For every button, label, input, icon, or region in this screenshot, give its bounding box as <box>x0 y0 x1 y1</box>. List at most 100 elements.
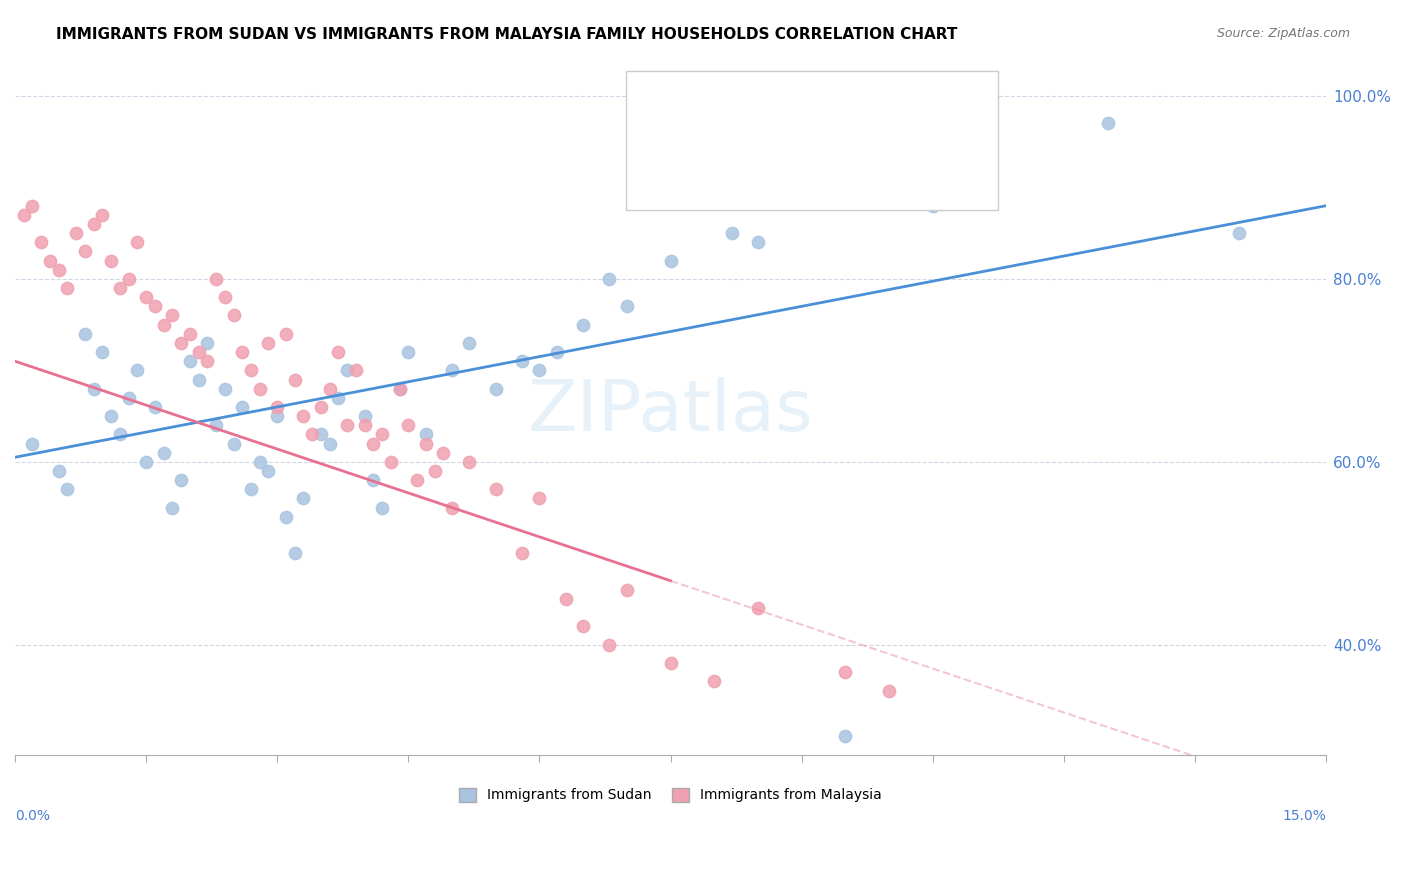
Point <box>572 318 595 332</box>
Point <box>257 335 280 350</box>
Point <box>659 253 682 268</box>
Point <box>195 335 218 350</box>
Point <box>143 299 166 313</box>
Point <box>108 427 131 442</box>
Point <box>13 208 35 222</box>
Point <box>205 418 228 433</box>
Point <box>485 483 508 497</box>
Point <box>240 483 263 497</box>
Point <box>152 445 174 459</box>
Point <box>554 592 576 607</box>
Point <box>179 326 201 341</box>
Point <box>458 455 481 469</box>
Point <box>152 318 174 332</box>
Point <box>231 345 253 359</box>
Text: 15.0%: 15.0% <box>1282 809 1326 823</box>
Point <box>117 272 139 286</box>
Point <box>284 372 307 386</box>
Point <box>415 436 437 450</box>
Point <box>353 418 375 433</box>
Point <box>170 473 193 487</box>
Point <box>423 464 446 478</box>
Point <box>363 473 385 487</box>
Point <box>135 290 157 304</box>
Point <box>284 546 307 560</box>
Point <box>388 382 411 396</box>
Point <box>598 638 620 652</box>
Point <box>363 436 385 450</box>
Point <box>747 235 769 250</box>
Text: R =  0.286: R = 0.286 <box>706 94 794 112</box>
Point <box>21 199 44 213</box>
Point <box>309 400 332 414</box>
Point <box>510 354 533 368</box>
Point <box>371 427 394 442</box>
Point <box>318 436 340 450</box>
Point <box>187 345 209 359</box>
Point <box>249 382 271 396</box>
Point <box>458 335 481 350</box>
Point <box>598 272 620 286</box>
Text: N = 63: N = 63 <box>865 118 927 136</box>
Point <box>720 226 742 240</box>
Point <box>921 199 943 213</box>
Point <box>371 500 394 515</box>
Point <box>30 235 52 250</box>
Point <box>529 363 551 377</box>
Point <box>222 309 245 323</box>
Point <box>292 491 315 506</box>
Point <box>39 253 62 268</box>
Point <box>353 409 375 423</box>
Text: 0.0%: 0.0% <box>15 809 51 823</box>
Point <box>222 436 245 450</box>
Point <box>274 326 297 341</box>
Point <box>83 382 105 396</box>
Point <box>73 244 96 259</box>
Point <box>440 363 463 377</box>
Point <box>187 372 209 386</box>
Point <box>1227 226 1250 240</box>
Point <box>406 473 429 487</box>
Point <box>432 445 454 459</box>
Point <box>301 427 323 442</box>
Point <box>292 409 315 423</box>
Point <box>195 354 218 368</box>
Point <box>143 400 166 414</box>
Point <box>616 299 638 313</box>
Point <box>240 363 263 377</box>
Text: Source: ZipAtlas.com: Source: ZipAtlas.com <box>1216 27 1350 40</box>
Point <box>396 418 419 433</box>
Point <box>91 345 114 359</box>
Point <box>83 217 105 231</box>
Point <box>510 546 533 560</box>
Point <box>440 500 463 515</box>
Point <box>21 436 44 450</box>
Point <box>56 483 79 497</box>
Point <box>529 491 551 506</box>
Point <box>117 391 139 405</box>
Point <box>100 409 122 423</box>
Point <box>127 363 149 377</box>
Point <box>274 509 297 524</box>
Point <box>100 253 122 268</box>
Point <box>747 601 769 615</box>
Point <box>214 290 236 304</box>
Point <box>485 382 508 396</box>
Point <box>170 335 193 350</box>
Point <box>703 674 725 689</box>
Point <box>380 455 402 469</box>
Text: N = 57: N = 57 <box>865 94 927 112</box>
Point <box>834 665 856 680</box>
Point <box>73 326 96 341</box>
Point <box>328 391 350 405</box>
Point <box>396 345 419 359</box>
Point <box>135 455 157 469</box>
Point <box>616 582 638 597</box>
Point <box>834 729 856 743</box>
Point <box>965 135 987 149</box>
Legend: Immigrants from Sudan, Immigrants from Malaysia: Immigrants from Sudan, Immigrants from M… <box>453 780 889 809</box>
Text: IMMIGRANTS FROM SUDAN VS IMMIGRANTS FROM MALAYSIA FAMILY HOUSEHOLDS CORRELATION : IMMIGRANTS FROM SUDAN VS IMMIGRANTS FROM… <box>56 27 957 42</box>
Point <box>65 226 87 240</box>
Point <box>790 180 813 194</box>
Point <box>659 656 682 670</box>
